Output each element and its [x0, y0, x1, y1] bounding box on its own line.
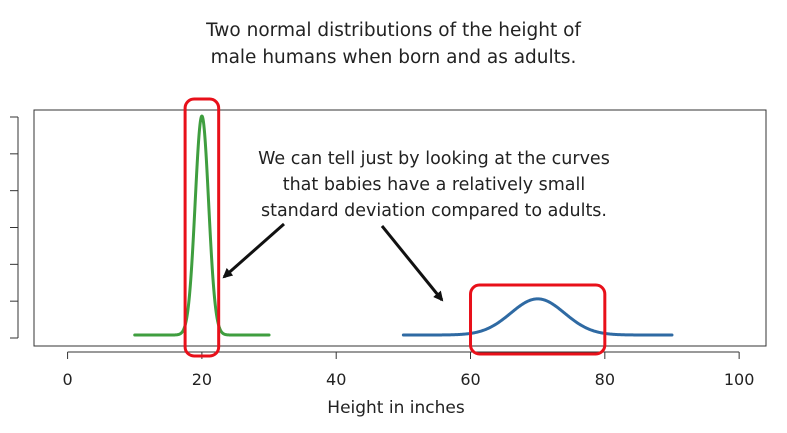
- x-tick-label: 60: [460, 370, 480, 389]
- x-tick-label: 80: [595, 370, 615, 389]
- series-layer: [133, 114, 674, 337]
- highlight-box-1: [183, 97, 221, 358]
- x-tick-label: 20: [192, 370, 212, 389]
- chart-title-line-1: Two normal distributions of the height o…: [206, 20, 581, 41]
- highlight-layer: [183, 97, 607, 358]
- annotation-line-1: We can tell just by looking at the curve…: [258, 149, 610, 169]
- highlight-box-2: [469, 283, 607, 356]
- series-curve-1: [133, 114, 271, 337]
- x-axis: 0 20 40 60 80 100: [62, 351, 755, 389]
- plot-frame: [33, 109, 767, 347]
- x-axis-label: Height in inches: [327, 398, 465, 418]
- annotation-line-3: standard deviation compared to adults.: [260, 201, 607, 221]
- annotation-arrow-1: [222, 222, 285, 279]
- x-tick-label: 100: [724, 370, 755, 389]
- chart-title-line-2: male humans when born and as adults.: [210, 47, 577, 68]
- annotation-line-2: that babies have a relatively small: [282, 175, 586, 195]
- x-tick-label: 40: [326, 370, 346, 389]
- arrow-layer: [222, 222, 444, 302]
- annotation-arrow-2: [380, 225, 444, 302]
- x-tick-label: 0: [62, 370, 72, 389]
- y-axis: [10, 116, 19, 339]
- series-curve-2: [401, 297, 674, 337]
